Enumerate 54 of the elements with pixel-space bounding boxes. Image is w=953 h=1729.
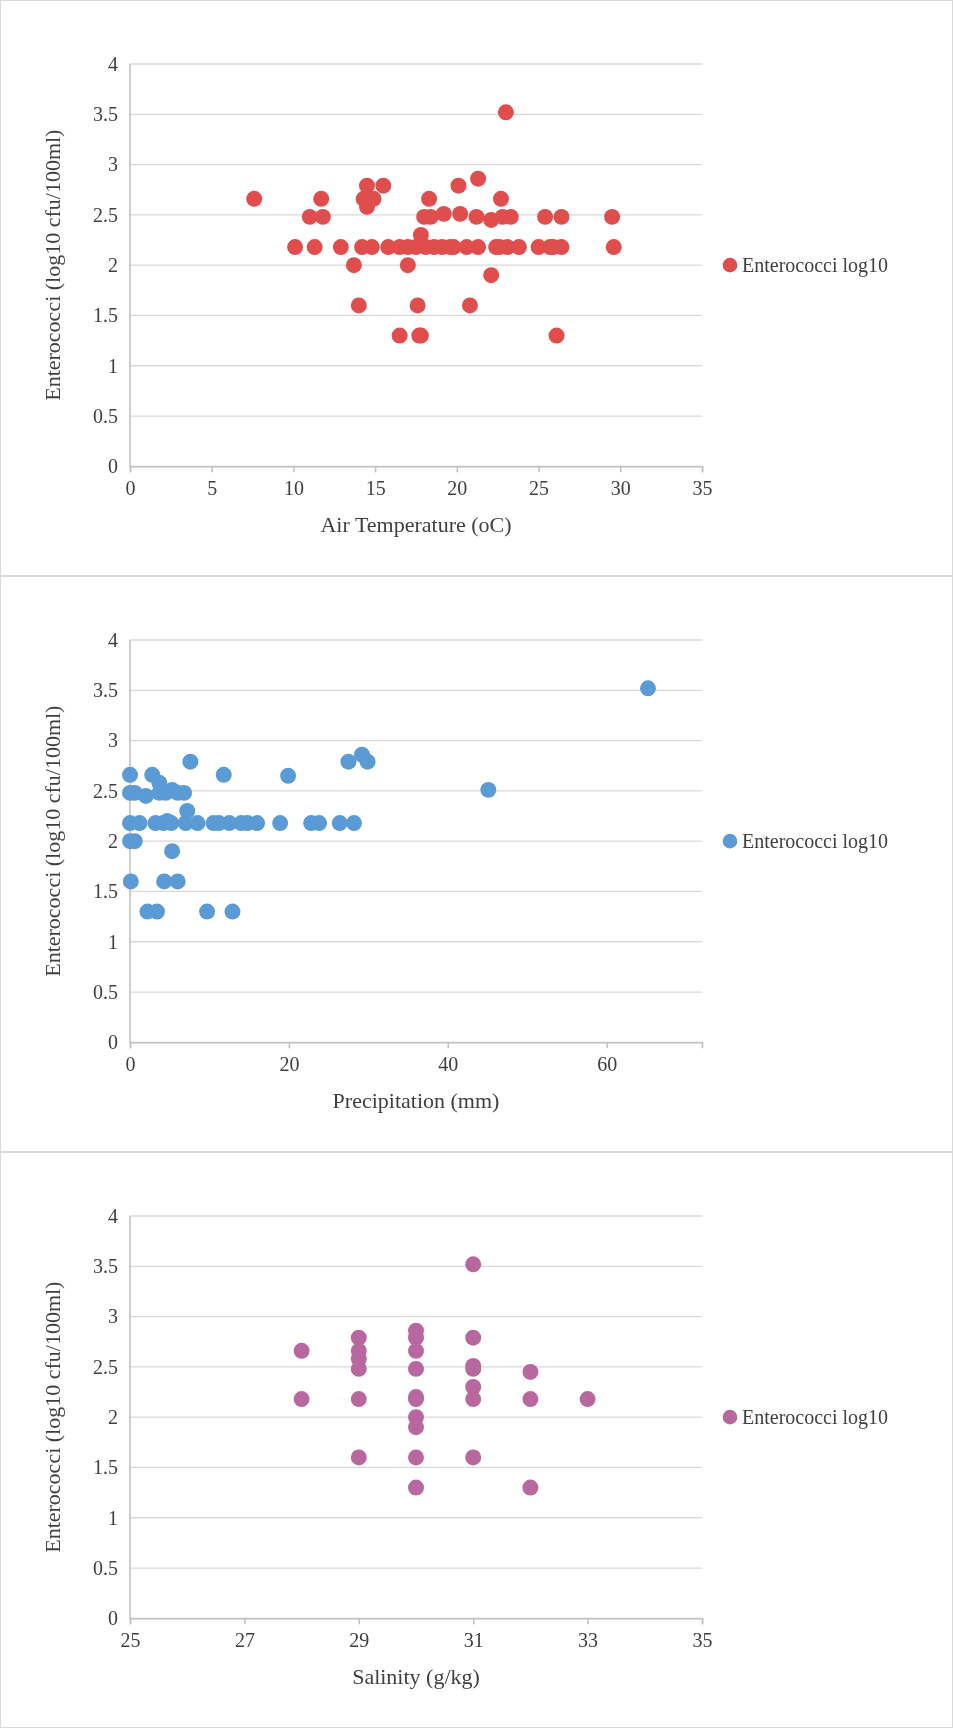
legend-label: Enterococci log10 bbox=[742, 830, 889, 854]
x-tick-label: 15 bbox=[365, 477, 386, 500]
x-axis-title: Precipitation (mm) bbox=[332, 1088, 500, 1114]
y-tick-label: 4 bbox=[108, 1204, 118, 1227]
y-tick-label: 2.5 bbox=[93, 1355, 118, 1378]
y-tick-label: 1.5 bbox=[93, 304, 118, 327]
x-tick-label: 60 bbox=[597, 1053, 618, 1076]
y-tick-label: 3 bbox=[108, 153, 118, 176]
y-tick-label: 1 bbox=[108, 354, 118, 377]
y-tick-label: 0 bbox=[108, 1031, 118, 1054]
x-tick-label: 10 bbox=[283, 477, 304, 500]
y-tick-label: 3.5 bbox=[93, 103, 118, 126]
y-tick-label: 1 bbox=[108, 930, 118, 953]
y-tick-label: 1 bbox=[108, 1506, 118, 1529]
x-tick-label: 35 bbox=[692, 477, 713, 500]
y-tick-label: 0 bbox=[108, 1607, 118, 1630]
y-axis-title: Enterococci (log10 cfu/100ml) bbox=[40, 705, 65, 977]
y-tick-label: 2 bbox=[108, 1406, 118, 1429]
y-tick-label: 0 bbox=[108, 455, 118, 478]
y-tick-label: 0.5 bbox=[93, 980, 118, 1003]
x-tick-label: 33 bbox=[578, 1629, 599, 1652]
x-tick-label: 27 bbox=[234, 1629, 255, 1652]
y-tick-label: 0.5 bbox=[93, 404, 118, 427]
legend-label: Enterococci log10 bbox=[742, 254, 889, 278]
y-tick-label: 2.5 bbox=[93, 203, 118, 226]
y-tick-label: 2 bbox=[108, 830, 118, 853]
y-axis-title: Enterococci (log10 cfu/100ml) bbox=[40, 1281, 65, 1553]
x-tick-label: 25 bbox=[529, 477, 550, 500]
x-tick-label: 25 bbox=[120, 1629, 141, 1652]
x-tick-label: 30 bbox=[610, 477, 631, 500]
y-tick-label: 2 bbox=[108, 254, 118, 277]
y-tick-label: 3.5 bbox=[93, 1255, 118, 1278]
y-tick-label: 3.5 bbox=[93, 679, 118, 702]
y-tick-label: 2.5 bbox=[93, 779, 118, 802]
x-axis-title: Air Temperature (oC) bbox=[320, 512, 512, 538]
y-tick-label: 0.5 bbox=[93, 1556, 118, 1579]
y-tick-label: 3 bbox=[108, 729, 118, 752]
y-axis-title: Enterococci (log10 cfu/100ml) bbox=[40, 129, 65, 401]
x-tick-label: 31 bbox=[463, 1629, 484, 1652]
y-tick-label: 1.5 bbox=[93, 880, 118, 903]
x-axis-title: Salinity (g/kg) bbox=[352, 1664, 480, 1690]
x-tick-label: 0 bbox=[125, 1053, 136, 1076]
y-tick-label: 4 bbox=[108, 52, 118, 75]
x-tick-label: 35 bbox=[692, 1629, 713, 1652]
x-tick-label: 5 bbox=[207, 477, 218, 500]
y-tick-label: 1.5 bbox=[93, 1456, 118, 1479]
x-tick-label: 0 bbox=[125, 477, 136, 500]
x-tick-label: 20 bbox=[447, 477, 468, 500]
legend-label: Enterococci log10 bbox=[742, 1406, 889, 1430]
y-tick-label: 3 bbox=[108, 1305, 118, 1328]
x-tick-label: 20 bbox=[279, 1053, 300, 1076]
x-tick-label: 29 bbox=[349, 1629, 370, 1652]
x-tick-label: 40 bbox=[438, 1053, 459, 1076]
y-tick-label: 4 bbox=[108, 628, 118, 651]
